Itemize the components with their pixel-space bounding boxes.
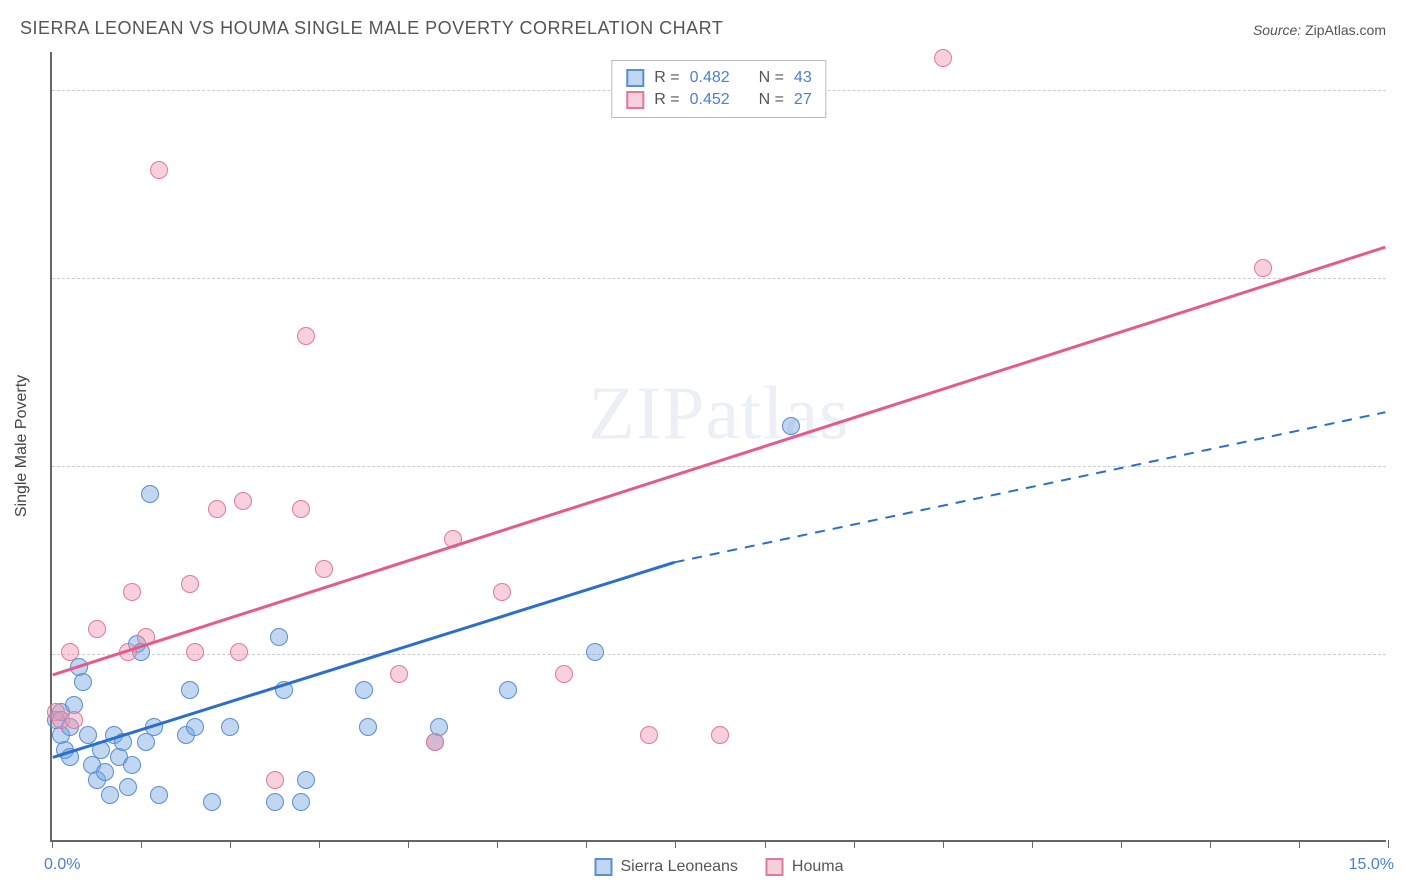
x-tick xyxy=(854,840,855,848)
trend-lines xyxy=(52,52,1386,840)
legend-series: Sierra Leoneans Houma xyxy=(595,858,844,876)
point-houma xyxy=(426,733,444,751)
x-tick xyxy=(408,840,409,848)
point-houma xyxy=(181,575,199,593)
point-sierra xyxy=(101,786,119,804)
x-tick xyxy=(141,840,142,848)
x-tick xyxy=(1388,840,1389,848)
swatch-sierra xyxy=(626,69,644,87)
x-tick xyxy=(1210,840,1211,848)
point-sierra xyxy=(150,786,168,804)
point-houma xyxy=(65,711,83,729)
grid-line xyxy=(52,466,1386,467)
point-houma xyxy=(390,665,408,683)
point-sierra xyxy=(266,793,284,811)
point-sierra xyxy=(203,793,221,811)
point-sierra xyxy=(221,718,239,736)
y-axis-title: Single Male Poverty xyxy=(13,375,31,517)
point-sierra xyxy=(270,628,288,646)
point-sierra xyxy=(61,748,79,766)
legend-item-houma: Houma xyxy=(766,858,844,876)
point-houma xyxy=(266,771,284,789)
point-sierra xyxy=(96,763,114,781)
point-houma xyxy=(444,530,462,548)
point-sierra xyxy=(782,417,800,435)
point-sierra xyxy=(297,771,315,789)
x-tick xyxy=(1121,840,1122,848)
legend-item-sierra: Sierra Leoneans xyxy=(595,858,738,876)
point-houma xyxy=(61,643,79,661)
point-houma xyxy=(711,726,729,744)
point-houma xyxy=(234,492,252,510)
x-tick xyxy=(319,840,320,848)
x-tick xyxy=(1299,840,1300,848)
grid-line xyxy=(52,278,1386,279)
point-houma xyxy=(315,560,333,578)
grid-line xyxy=(52,654,1386,655)
legend-row-houma: R = 0.452 N = 27 xyxy=(626,89,811,111)
point-houma xyxy=(1254,259,1272,277)
source-attribution: Source: ZipAtlas.com xyxy=(1253,22,1386,38)
point-houma xyxy=(297,327,315,345)
point-sierra xyxy=(499,681,517,699)
point-houma xyxy=(493,583,511,601)
x-axis-max-label: 15.0% xyxy=(1349,856,1394,874)
x-tick xyxy=(52,840,53,848)
point-houma xyxy=(934,49,952,67)
chart-title: SIERRA LEONEAN VS HOUMA SINGLE MALE POVE… xyxy=(20,18,723,39)
x-tick xyxy=(675,840,676,848)
point-sierra xyxy=(114,733,132,751)
x-tick xyxy=(586,840,587,848)
point-sierra xyxy=(292,793,310,811)
point-sierra xyxy=(79,726,97,744)
point-sierra xyxy=(586,643,604,661)
x-tick xyxy=(765,840,766,848)
legend-row-sierra: R = 0.482 N = 43 xyxy=(626,67,811,89)
y-tick-label: 75.0% xyxy=(1392,269,1406,287)
x-tick xyxy=(497,840,498,848)
point-sierra xyxy=(355,681,373,699)
point-sierra xyxy=(119,778,137,796)
point-sierra xyxy=(141,485,159,503)
point-houma xyxy=(88,620,106,638)
y-tick-label: 100.0% xyxy=(1392,81,1406,99)
point-sierra xyxy=(181,681,199,699)
point-houma xyxy=(137,628,155,646)
swatch-houma-bottom xyxy=(766,858,784,876)
y-tick-label: 25.0% xyxy=(1392,645,1406,663)
x-tick xyxy=(943,840,944,848)
point-houma xyxy=(119,643,137,661)
point-sierra xyxy=(186,718,204,736)
source-label: Source: xyxy=(1253,22,1301,38)
point-sierra xyxy=(74,673,92,691)
y-tick-label: 50.0% xyxy=(1392,457,1406,475)
point-houma xyxy=(123,583,141,601)
plot-area: Single Male Poverty ZIPatlas R = 0.482 N… xyxy=(50,52,1386,842)
point-sierra xyxy=(275,681,293,699)
x-axis-min-label: 0.0% xyxy=(44,856,80,874)
x-tick xyxy=(230,840,231,848)
point-sierra xyxy=(359,718,377,736)
point-sierra xyxy=(92,741,110,759)
source-value: ZipAtlas.com xyxy=(1305,22,1386,38)
point-houma xyxy=(555,665,573,683)
swatch-sierra-bottom xyxy=(595,858,613,876)
point-houma xyxy=(230,643,248,661)
x-tick xyxy=(1032,840,1033,848)
point-sierra xyxy=(123,756,141,774)
point-houma xyxy=(292,500,310,518)
point-houma xyxy=(208,500,226,518)
swatch-houma xyxy=(626,91,644,109)
legend-correlation: R = 0.482 N = 43 R = 0.452 N = 27 xyxy=(611,60,826,118)
point-houma xyxy=(150,161,168,179)
point-sierra xyxy=(145,718,163,736)
point-houma xyxy=(186,643,204,661)
watermark: ZIPatlas xyxy=(588,371,849,458)
point-houma xyxy=(640,726,658,744)
